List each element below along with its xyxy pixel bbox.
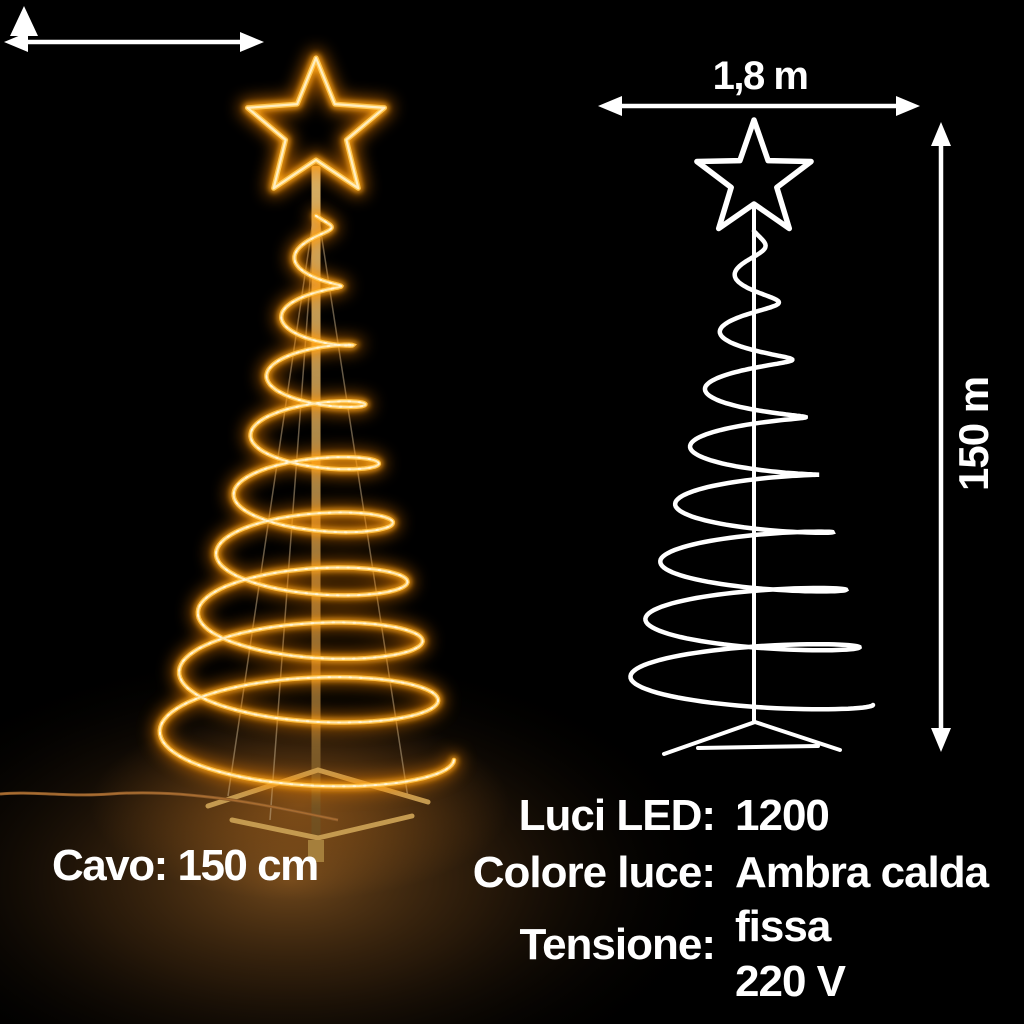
specs-table: Luci LED: 1200 Colore luce: Ambra calda … <box>435 788 1020 1024</box>
led-star <box>239 49 393 197</box>
cable-dimension-arrow <box>4 6 264 52</box>
diagram-spiral <box>628 228 876 712</box>
spec-value-tensione: 220 V <box>735 957 846 1006</box>
spec-label-tensione: Tensione: <box>519 920 716 969</box>
spec-value-luci-led: 1200 <box>735 791 830 840</box>
cable-length-label: Cavo: 150 cm <box>52 841 319 890</box>
width-dimension-label: 1,8 m <box>712 54 809 98</box>
led-spiral-rope <box>152 208 462 794</box>
spec-value-colore-luce: Ambra calda fissa <box>735 848 989 951</box>
height-dimension-label: 150 m <box>950 376 997 491</box>
spec-label-luci-led: Luci LED: <box>518 791 716 840</box>
width-dimension-arrow <box>598 96 920 116</box>
diagram-base-legs <box>662 720 842 756</box>
base-legs <box>205 767 431 841</box>
diagram-star-icon <box>694 117 814 232</box>
spec-label-colore-luce: Colore luce: <box>472 848 716 897</box>
pole-foot <box>308 840 324 862</box>
height-dimension-arrow <box>931 122 951 752</box>
up-triangle-marker <box>10 6 38 36</box>
power-cable <box>0 791 339 822</box>
